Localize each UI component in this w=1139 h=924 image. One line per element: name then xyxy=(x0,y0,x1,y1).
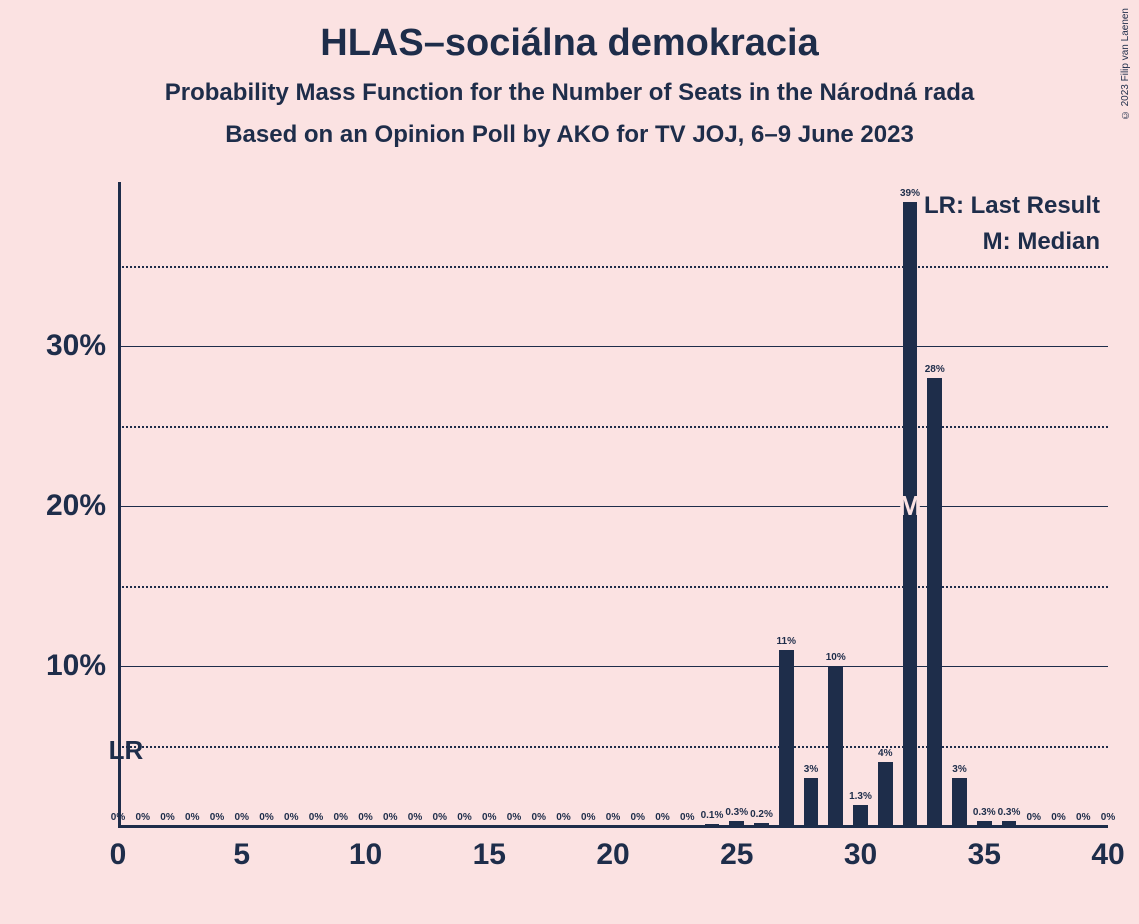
x-tick-label: 0 xyxy=(110,838,127,872)
y-tick-label: 10% xyxy=(46,649,106,683)
bar-value-label: 0.3% xyxy=(973,807,996,818)
x-tick-label: 5 xyxy=(233,838,250,872)
bar-value-label: 0% xyxy=(309,812,323,823)
bar-value-label: 0% xyxy=(507,812,521,823)
bar-value-label: 0% xyxy=(457,812,471,823)
x-tick-label: 35 xyxy=(968,838,1001,872)
y-tick-label: 20% xyxy=(46,489,106,523)
gridline-minor xyxy=(118,746,1108,748)
bar-value-label: 0% xyxy=(606,812,620,823)
bar-value-label: 3% xyxy=(952,764,966,775)
median-marker: M xyxy=(898,490,921,522)
gridline-minor xyxy=(118,266,1108,268)
legend-median: M: Median xyxy=(983,228,1100,256)
last-result-marker: LR xyxy=(109,735,144,766)
bar-value-label: 0% xyxy=(408,812,422,823)
bar: 28% xyxy=(927,378,942,826)
bar: 0.3% xyxy=(1002,821,1017,826)
gridline-major xyxy=(118,506,1108,507)
bar-value-label: 0% xyxy=(284,812,298,823)
bar-value-label: 0% xyxy=(383,812,397,823)
bar-value-label: 39% xyxy=(900,188,920,199)
bar-value-label: 4% xyxy=(878,748,892,759)
bar-value-label: 0% xyxy=(185,812,199,823)
bar: 3% xyxy=(804,778,819,826)
gridline-major xyxy=(118,346,1108,347)
bar: 0.1% xyxy=(705,824,720,826)
bar-value-label: 1.3% xyxy=(849,791,872,802)
bar-value-label: 0% xyxy=(210,812,224,823)
bar-value-label: 11% xyxy=(777,636,796,647)
bar: 4% xyxy=(878,762,893,826)
bar-value-label: 0% xyxy=(160,812,174,823)
bar-value-label: 0% xyxy=(655,812,669,823)
bar-value-label: 0% xyxy=(358,812,372,823)
bar-value-label: 0% xyxy=(532,812,546,823)
chart-plot-area: 10%20%30%05101520253035400%0%0%0%0%0%0%0… xyxy=(118,186,1108,826)
bar-value-label: 3% xyxy=(804,764,818,775)
bar-value-label: 0% xyxy=(334,812,348,823)
bar-value-label: 0.2% xyxy=(750,809,773,820)
bar-value-label: 0% xyxy=(680,812,694,823)
bar-value-label: 0.3% xyxy=(725,807,748,818)
bar: 11% xyxy=(779,650,794,826)
chart-subtitle-2: Based on an Opinion Poll by AKO for TV J… xyxy=(0,121,1139,149)
bar-value-label: 0% xyxy=(433,812,447,823)
x-tick-label: 25 xyxy=(720,838,753,872)
gridline-minor xyxy=(118,426,1108,428)
legend-last-result: LR: Last Result xyxy=(924,192,1100,220)
gridline-minor xyxy=(118,586,1108,588)
bar-value-label: 0% xyxy=(259,812,273,823)
bar: 0.2% xyxy=(754,823,769,826)
x-tick-label: 10 xyxy=(349,838,382,872)
x-tick-label: 40 xyxy=(1091,838,1124,872)
x-tick-label: 20 xyxy=(596,838,629,872)
bar: 1.3% xyxy=(853,805,868,826)
bar-value-label: 0% xyxy=(235,812,249,823)
chart-title: HLAS–sociálna demokracia xyxy=(0,0,1139,65)
x-tick-label: 30 xyxy=(844,838,877,872)
bar-value-label: 0% xyxy=(581,812,595,823)
bar-value-label: 0.1% xyxy=(701,810,724,821)
copyright-text: © 2023 Filip van Laenen xyxy=(1120,8,1131,120)
gridline-major xyxy=(118,666,1108,667)
y-axis xyxy=(118,182,121,826)
x-tick-label: 15 xyxy=(473,838,506,872)
chart-subtitle-1: Probability Mass Function for the Number… xyxy=(0,79,1139,107)
bar-value-label: 0% xyxy=(1101,812,1115,823)
bar: 3% xyxy=(952,778,967,826)
bar-value-label: 0% xyxy=(111,812,125,823)
bar-value-label: 10% xyxy=(826,652,846,663)
bar-value-label: 0% xyxy=(482,812,496,823)
bar-value-label: 0.3% xyxy=(998,807,1021,818)
bar-value-label: 0% xyxy=(1051,812,1065,823)
bar-value-label: 0% xyxy=(1076,812,1090,823)
bar-value-label: 28% xyxy=(925,364,945,375)
bar: 0.3% xyxy=(729,821,744,826)
bar-value-label: 0% xyxy=(136,812,150,823)
bar-value-label: 0% xyxy=(631,812,645,823)
bar-value-label: 0% xyxy=(556,812,570,823)
y-tick-label: 30% xyxy=(46,329,106,363)
bar-value-label: 0% xyxy=(1027,812,1041,823)
bar: 0.3% xyxy=(977,821,992,826)
bar: 10% xyxy=(828,666,843,826)
